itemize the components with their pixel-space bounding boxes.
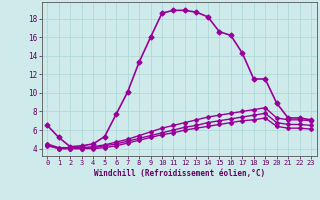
X-axis label: Windchill (Refroidissement éolien,°C): Windchill (Refroidissement éolien,°C) [94, 169, 265, 178]
